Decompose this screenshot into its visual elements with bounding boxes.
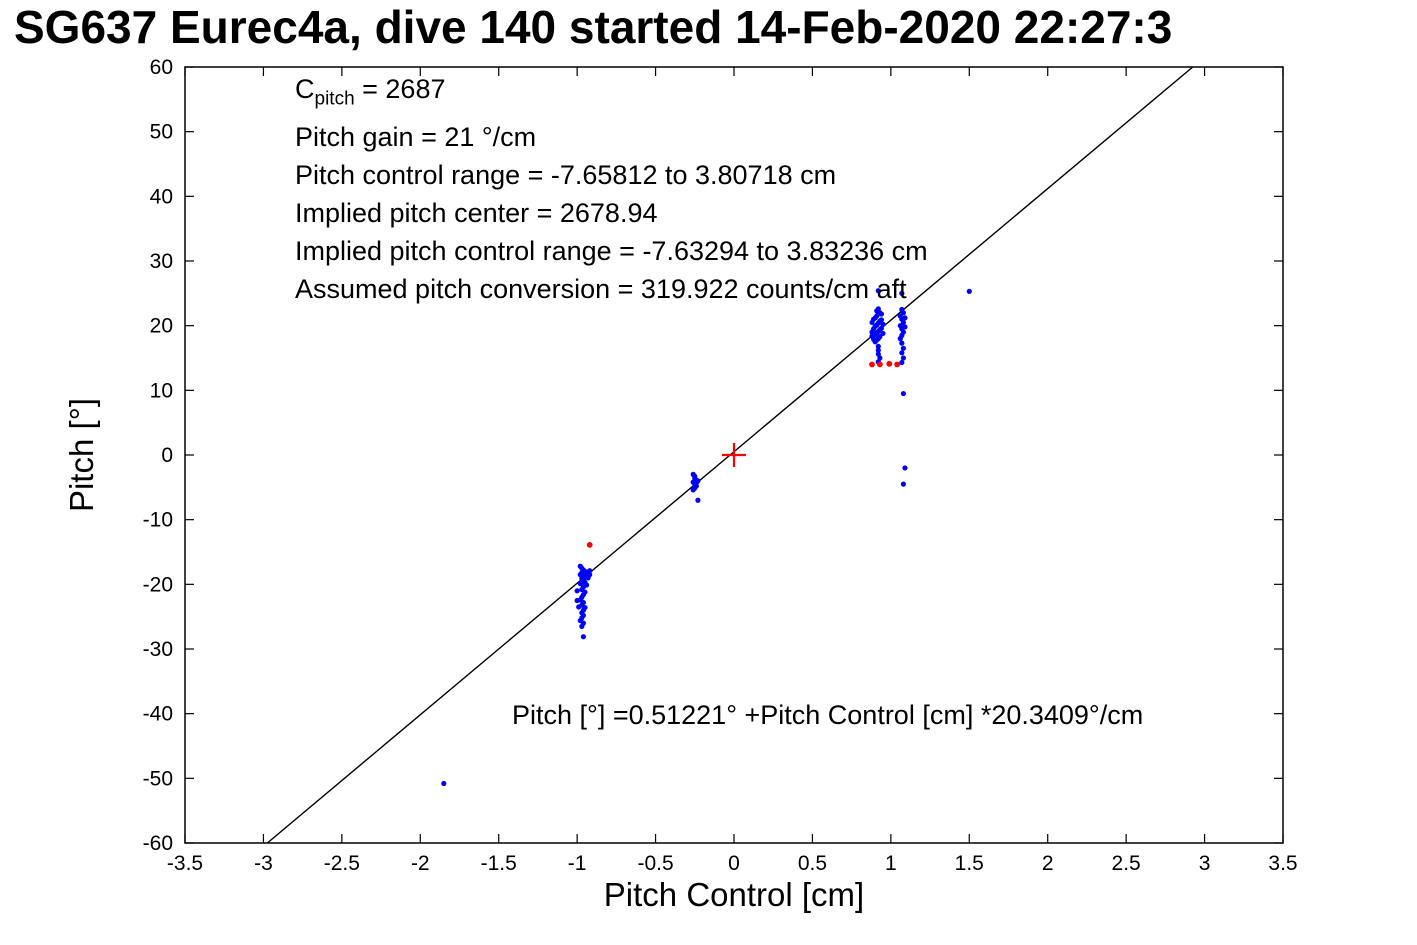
flagged-samples-point <box>869 361 875 368</box>
x-tick-label: 2.5 <box>1112 852 1141 875</box>
x-tick-label: 2 <box>1042 852 1054 875</box>
pitch-samples-point <box>878 317 885 323</box>
x-tick-label: 1.5 <box>955 852 984 875</box>
x-tick-label: -0.5 <box>637 852 673 875</box>
pitch-samples-point <box>587 568 593 574</box>
flagged-samples-point <box>894 361 901 368</box>
pitch-samples-point <box>902 465 908 471</box>
x-tick-label: -2.5 <box>324 852 360 875</box>
pitch-samples-point <box>579 623 585 629</box>
pitch-samples-point <box>900 355 907 361</box>
x-tick-label: -1 <box>568 852 587 875</box>
y-tick-label: 40 <box>150 185 173 208</box>
x-tick-label: 0 <box>728 852 740 875</box>
pitch-samples-point <box>877 334 883 340</box>
x-tick-label: 3 <box>1199 852 1211 875</box>
y-tick-label: 30 <box>150 250 173 273</box>
x-tick-label: 3.5 <box>1268 852 1297 875</box>
pitch-samples-point <box>875 343 881 349</box>
y-tick-label: -10 <box>143 509 173 532</box>
pitch-samples-point <box>695 478 701 484</box>
pitch-samples-point <box>899 359 905 366</box>
pitch-samples-point <box>899 340 905 346</box>
x-tick-label: 0.5 <box>798 852 827 875</box>
pitch-samples-point <box>576 604 582 610</box>
pitch-samples-point <box>574 597 580 604</box>
pitch-samples-point <box>690 487 696 493</box>
y-tick-label: -30 <box>143 638 173 661</box>
y-tick-label: -60 <box>143 832 173 855</box>
annotation-pitch-conversion: Assumed pitch conversion = 319.922 count… <box>295 274 907 305</box>
y-tick-label: 50 <box>150 121 173 144</box>
pitch-samples-point <box>585 575 591 581</box>
annotation-implied-pitch-control-range: Implied pitch control range = -7.63294 t… <box>295 236 928 267</box>
flagged-samples-point <box>886 360 893 367</box>
pitch-samples-point <box>899 350 905 356</box>
pitch-samples-point <box>902 324 908 330</box>
pitch-samples-point <box>869 333 875 339</box>
pitch-samples-point <box>880 321 886 327</box>
y-tick-label: -20 <box>143 573 173 596</box>
pitch-samples-point <box>580 634 587 640</box>
pitch-samples-point <box>900 345 907 351</box>
pitch-samples-point <box>441 780 447 787</box>
annotation-cpitch: Cpitch = 2687 <box>295 74 446 110</box>
pitch-samples-point <box>966 288 972 294</box>
pitch-samples-point <box>900 390 907 397</box>
annotation-implied-pitch-center: Implied pitch center = 2678.94 <box>295 198 658 229</box>
pitch-samples-point <box>897 313 903 319</box>
y-tick-label: 0 <box>161 444 173 467</box>
pitch-samples-point <box>875 306 881 312</box>
pitch-samples-point <box>871 316 877 322</box>
y-tick-label: 10 <box>150 379 173 402</box>
x-tick-label: -3.5 <box>167 852 203 875</box>
flagged-samples-point <box>876 361 883 368</box>
pitch-samples-point <box>899 290 905 296</box>
pitch-samples-point <box>902 315 908 321</box>
fit-equation: Pitch [°] =0.51221° +Pitch Control [cm] … <box>512 700 1144 730</box>
flagged-samples-point <box>586 541 593 548</box>
pitch-samples-point <box>574 588 580 594</box>
figure-title: SG637 Eurec4a, dive 140 started 14-Feb-2… <box>14 1 1173 53</box>
pitch-samples-point <box>875 288 881 294</box>
x-axis-label: Pitch Control [cm] <box>603 876 865 913</box>
annotation-pitch-gain: Pitch gain = 21 °/cm <box>295 122 537 153</box>
x-tick-label: 1 <box>885 852 897 875</box>
pitch-samples-point <box>878 311 885 317</box>
x-tick-label: -2 <box>411 852 430 875</box>
x-tick-label: -3 <box>254 852 273 875</box>
fit-annotations: Cpitch = 2687 Pitch gain = 21 °/cm Pitch… <box>295 70 928 308</box>
pitch-samples-point <box>900 481 907 487</box>
pitch-samples-point <box>880 330 886 337</box>
pitch-samples-point <box>577 581 583 587</box>
y-axis-label: Pitch [°] <box>63 397 101 513</box>
y-tick-label: -40 <box>143 703 173 726</box>
x-tick-label: -1.5 <box>481 852 517 875</box>
pitch-samples-point <box>897 323 903 329</box>
pitch-samples-point <box>875 347 881 353</box>
pitch-samples-point <box>869 329 875 335</box>
y-tick-label: 20 <box>150 315 173 338</box>
annotation-pitch-control-range: Pitch control range = -7.65812 to 3.8071… <box>295 160 837 191</box>
pitch-samples-point <box>695 497 701 503</box>
y-tick-label: -50 <box>143 767 173 790</box>
y-tick-label: 60 <box>150 56 173 79</box>
pitch-samples-point <box>899 306 905 313</box>
